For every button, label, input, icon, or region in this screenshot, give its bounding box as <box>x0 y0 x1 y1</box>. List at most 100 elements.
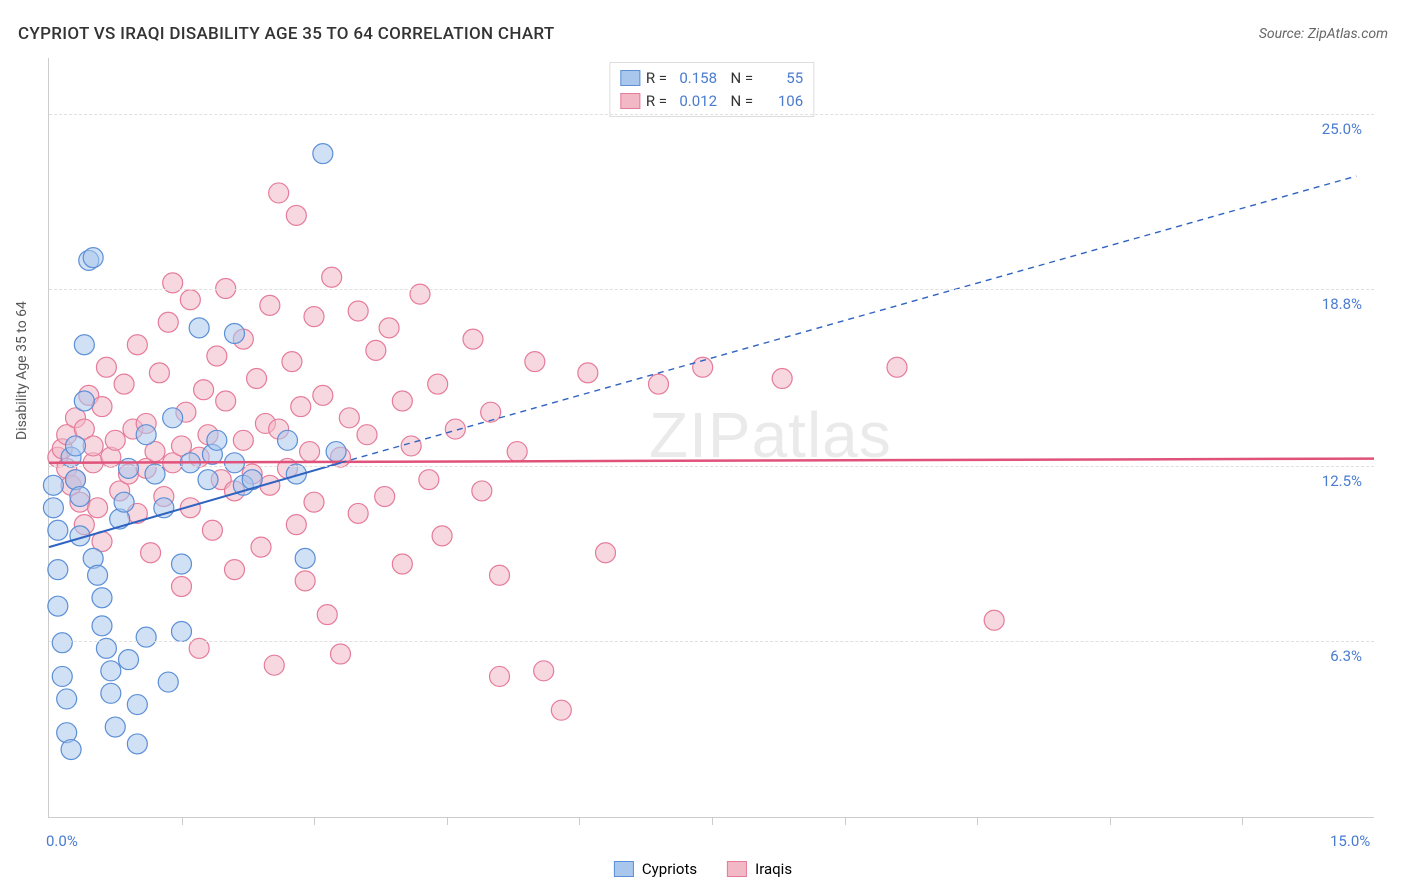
data-point <box>225 324 245 344</box>
data-point <box>225 560 245 580</box>
legend-stats-row-cypriots: R = 0.158 N = 55 <box>620 67 803 90</box>
data-point <box>233 430 253 450</box>
data-point <box>472 481 492 501</box>
data-point <box>366 340 386 360</box>
data-point <box>490 565 510 585</box>
data-point <box>66 436 86 456</box>
data-point <box>48 596 68 616</box>
data-point <box>251 537 271 557</box>
data-point <box>198 470 218 490</box>
data-point <box>52 633 72 653</box>
y-tick-label: 25.0% <box>1322 120 1362 138</box>
x-tick <box>977 817 978 825</box>
source-label: Source: ZipAtlas.com <box>1259 26 1388 42</box>
y-tick-label: 18.8% <box>1322 295 1362 313</box>
x-tick <box>1110 817 1111 825</box>
data-point <box>313 144 333 164</box>
data-point <box>295 571 315 591</box>
iraqis-r-value: 0.012 <box>673 90 717 113</box>
y-tick-label: 6.3% <box>1330 647 1362 665</box>
gridline <box>49 289 1374 290</box>
cypriots-n-value: 55 <box>759 67 803 90</box>
data-point <box>887 357 907 377</box>
data-point <box>101 661 121 681</box>
data-point <box>189 318 209 338</box>
data-point <box>410 284 430 304</box>
plot-area: ZIPatlas R = 0.158 N = 55 R = 0.012 N = … <box>48 58 1374 818</box>
data-point <box>207 430 227 450</box>
data-point <box>375 487 395 507</box>
data-point <box>57 689 77 709</box>
data-point <box>158 312 178 332</box>
data-point <box>92 588 112 608</box>
x-tick <box>845 817 846 825</box>
data-point <box>295 548 315 568</box>
legend-series: Cypriots Iraqis <box>614 860 792 878</box>
trendline-iraqis <box>49 459 1374 463</box>
data-point <box>136 425 156 445</box>
data-point <box>551 700 571 720</box>
legend-item-cypriots: Cypriots <box>614 860 697 878</box>
data-point <box>419 470 439 490</box>
x-tick <box>579 817 580 825</box>
legend-label-iraqis: Iraqis <box>755 860 792 878</box>
data-point <box>48 560 68 580</box>
data-point <box>74 391 94 411</box>
data-point <box>278 430 298 450</box>
data-point <box>331 644 351 664</box>
data-point <box>401 436 421 456</box>
x-tick <box>447 817 448 825</box>
data-point <box>127 695 147 715</box>
data-point <box>48 520 68 540</box>
data-point <box>149 363 169 383</box>
data-point <box>339 408 359 428</box>
x-tick-label: 0.0% <box>46 832 78 850</box>
data-point <box>101 683 121 703</box>
data-point <box>596 543 616 563</box>
legend-item-iraqis: Iraqis <box>727 860 792 878</box>
data-point <box>194 380 214 400</box>
data-point <box>304 492 324 512</box>
data-point <box>282 352 302 372</box>
data-point <box>158 672 178 692</box>
data-point <box>92 616 112 636</box>
data-point <box>88 498 108 518</box>
data-point <box>119 650 139 670</box>
data-point <box>326 442 346 462</box>
data-point <box>428 374 448 394</box>
data-point <box>432 526 452 546</box>
data-point <box>136 627 156 647</box>
gridline <box>49 466 1374 467</box>
data-point <box>260 295 280 315</box>
data-point <box>534 661 554 681</box>
data-point <box>286 205 306 225</box>
data-point <box>463 329 483 349</box>
data-point <box>317 605 337 625</box>
data-point <box>291 397 311 417</box>
data-point <box>772 368 792 388</box>
data-point <box>114 374 134 394</box>
data-point <box>300 442 320 462</box>
iraqis-n-value: 106 <box>759 90 803 113</box>
data-point <box>127 335 147 355</box>
data-point <box>83 248 103 268</box>
y-tick-label: 12.5% <box>1322 472 1362 490</box>
gridline <box>49 641 1374 642</box>
swatch-cypriots-icon <box>620 70 640 86</box>
data-point <box>216 391 236 411</box>
data-point <box>984 610 1004 630</box>
data-point <box>127 734 147 754</box>
data-point <box>264 655 284 675</box>
swatch-cypriots-icon <box>614 861 634 877</box>
data-point <box>105 430 125 450</box>
y-axis-label: Disability Age 35 to 64 <box>14 301 30 440</box>
scatter-plot-svg <box>49 58 1374 817</box>
data-point <box>105 717 125 737</box>
x-tick-label: 15.0% <box>1330 832 1370 850</box>
legend-stats: R = 0.158 N = 55 R = 0.012 N = 106 <box>609 62 814 117</box>
data-point <box>172 554 192 574</box>
data-point <box>61 740 81 760</box>
data-point <box>379 318 399 338</box>
swatch-iraqis-icon <box>727 861 747 877</box>
data-point <box>357 425 377 445</box>
